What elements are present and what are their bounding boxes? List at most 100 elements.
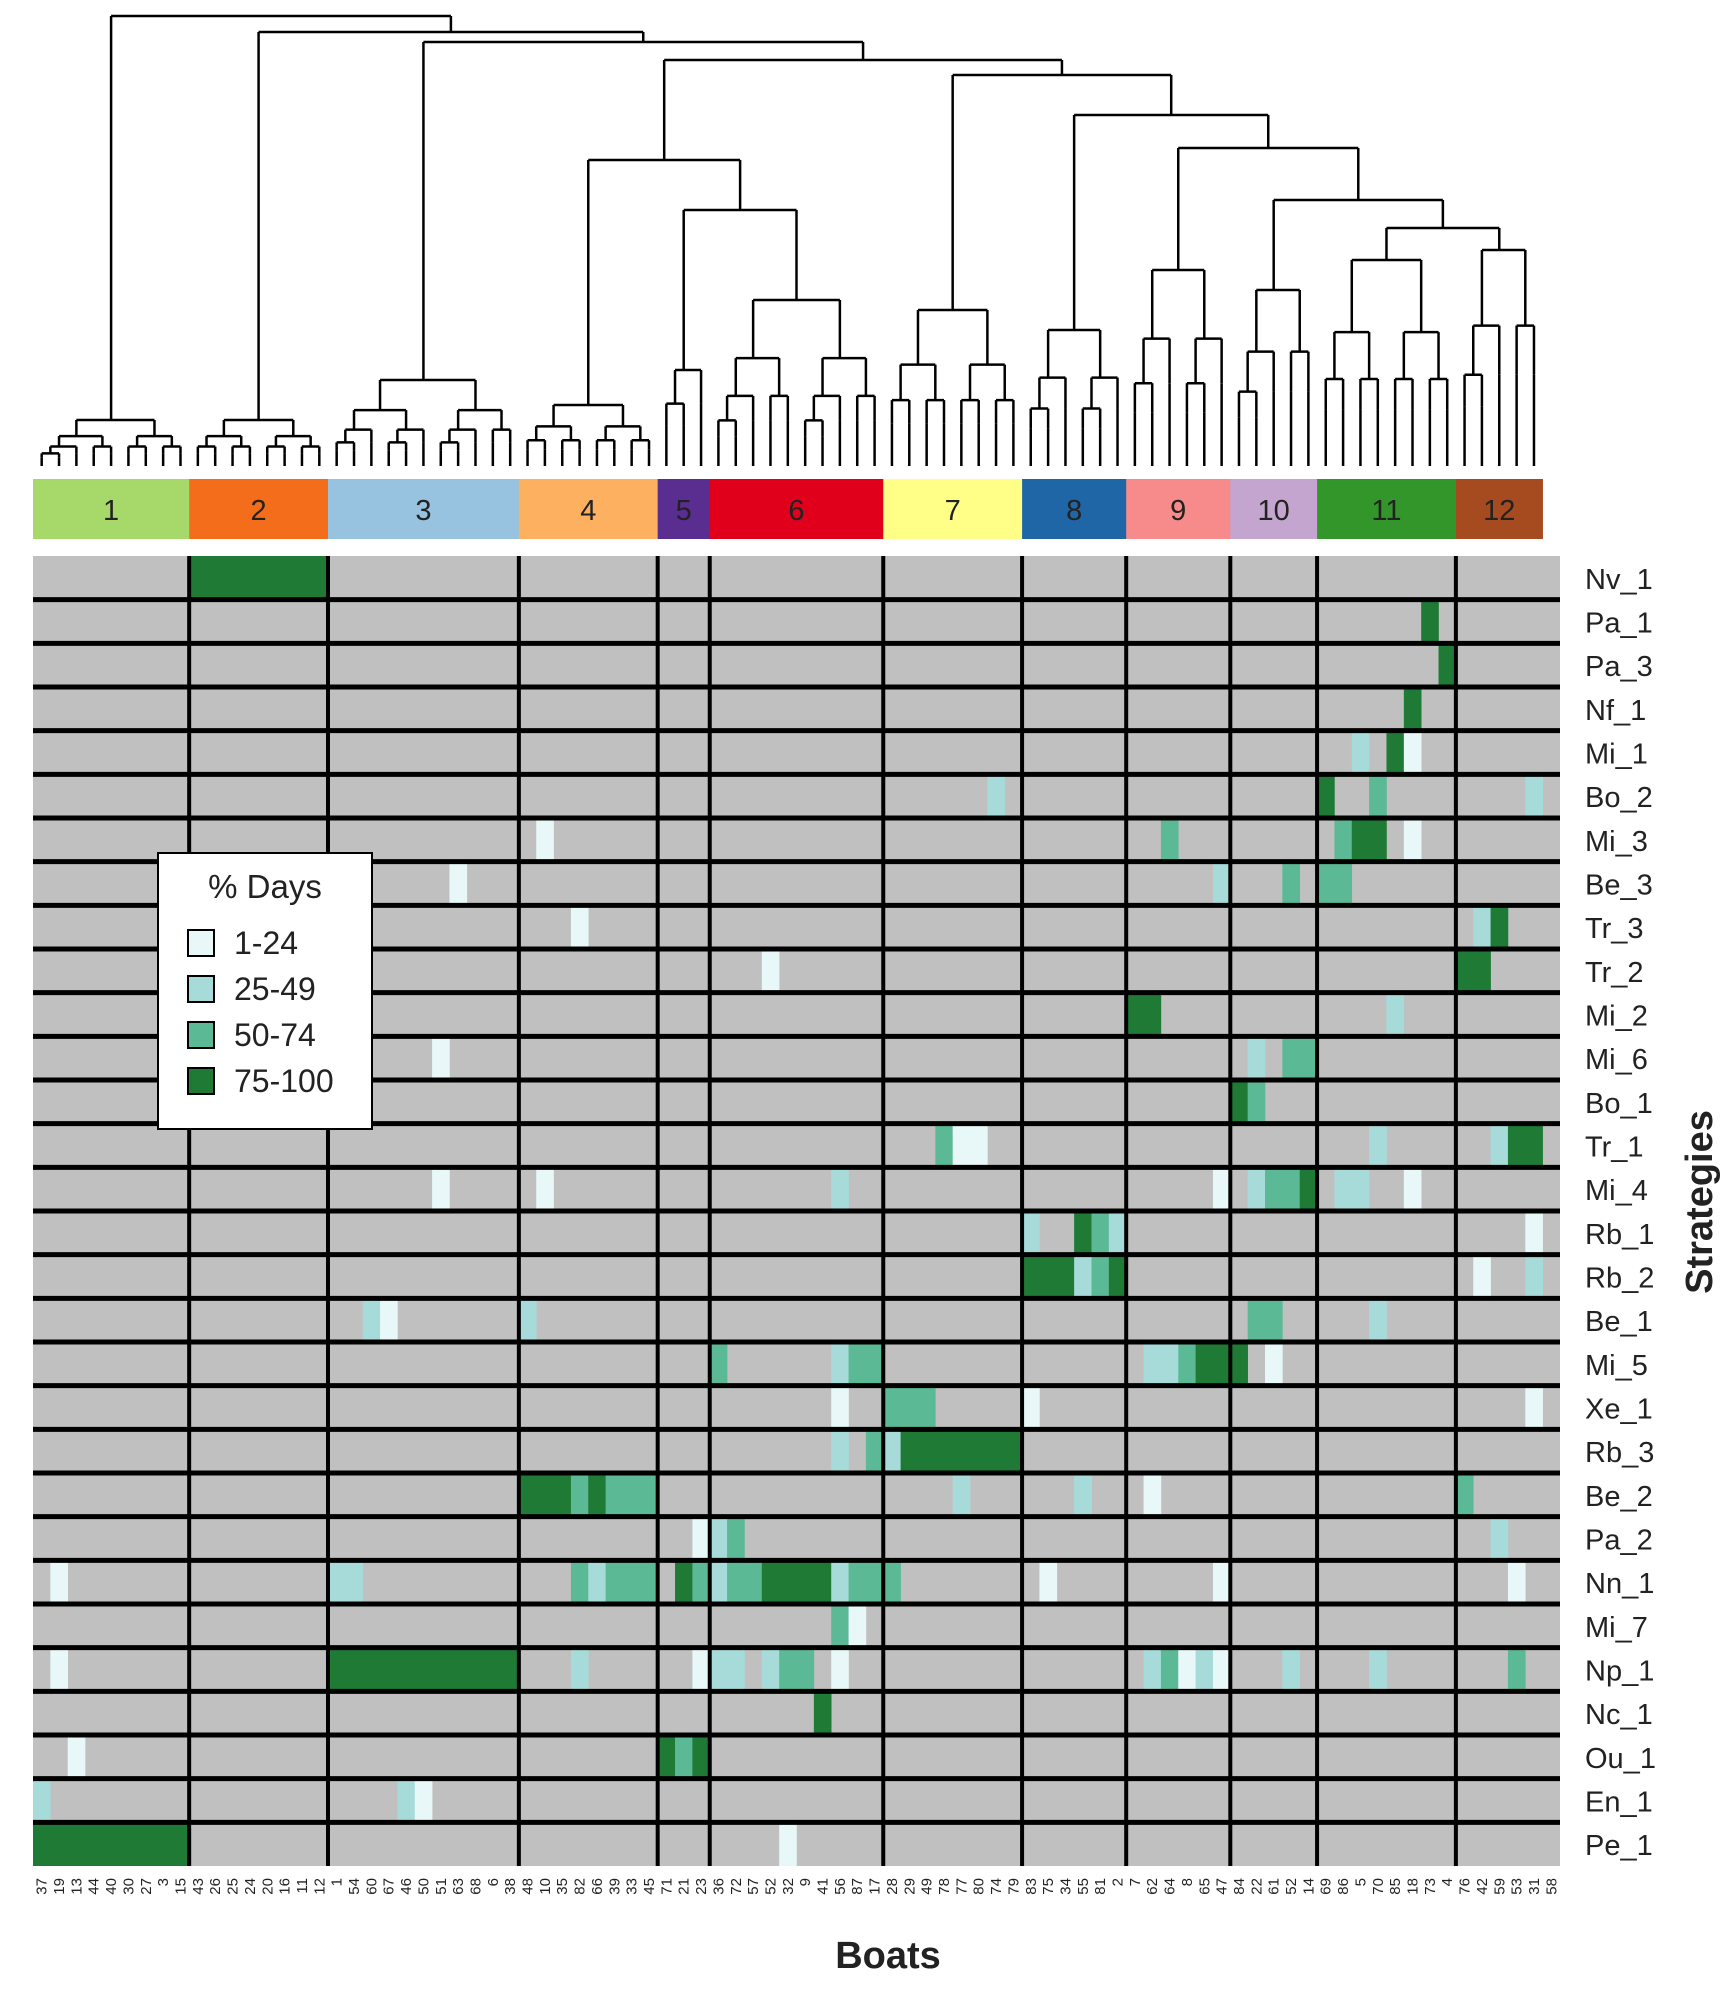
boat-label: 16 [277,1878,294,1895]
cluster-10-band [1230,479,1318,539]
cluster-label: 11 [1371,495,1401,527]
heatmap-cell [605,1473,658,1517]
strategy-label: Pa_1 [1585,608,1653,640]
strategy-label: Xe_1 [1585,1394,1653,1426]
heatmap-cell [588,1473,606,1517]
heatmap-cell [1386,730,1405,775]
heatmap-cell [1195,1342,1248,1386]
boat-label: 64 [1162,1878,1179,1895]
boat-label: 24 [242,1878,259,1895]
cluster-label: 9 [1170,495,1186,527]
boat-label: 83 [1023,1878,1040,1895]
strategy-label: Be_2 [1585,1481,1653,1513]
boat-label: 14 [1300,1878,1317,1895]
heatmap-cell [397,1778,416,1823]
boat-label: 40 [103,1878,120,1895]
strategy-label: Tr_2 [1585,957,1644,989]
boat-label: 56 [832,1878,849,1895]
strategy-label: Nc_1 [1585,1699,1653,1731]
heatmap-cell [779,1647,815,1692]
heatmap-cell [1074,1211,1092,1255]
strategy-label: Nn_1 [1585,1568,1654,1600]
cluster-label: 8 [1066,495,1082,527]
heatmap-cell [1438,643,1457,687]
boat-label: 54 [346,1878,363,1895]
cluster-label: 5 [676,495,692,527]
heatmap-cell [1108,1254,1127,1299]
strategy-label: Nf_1 [1585,695,1646,727]
cluster-bar: 1 2 3 4 5 6 7 8 9 10 11 12 [33,479,1543,539]
cluster-label: 2 [251,495,267,527]
boat-label: 81 [1092,1878,1109,1895]
boat-label: 63 [450,1878,467,1895]
heatmap-cell [883,1429,901,1473]
boat-label: 26 [207,1878,224,1895]
heatmap-cell [50,1647,68,1692]
heatmap-cell [761,1560,832,1604]
boat-label: 12 [311,1878,328,1895]
heatmap-cell [1351,818,1387,862]
strategy-label: Mi_3 [1585,826,1648,858]
strategy-label: Rb_2 [1585,1263,1654,1295]
boat-label: 9 [797,1878,814,1886]
y-axis-title: Strategies [1679,1110,1721,1294]
boat-label: 65 [1196,1878,1213,1895]
legend-swatch [187,929,215,957]
boat-label: 77 [953,1878,970,1895]
heatmap-cell [1282,861,1301,906]
cluster-label: 7 [945,495,961,527]
heatmap-cell [1299,1167,1318,1211]
legend-title: % Days [208,868,322,905]
strategy-label: Tr_1 [1585,1132,1644,1164]
cluster-label: 4 [580,495,596,527]
legend-label: 25-49 [234,971,316,1007]
heatmap-cell [432,1167,450,1211]
boat-label: 39 [606,1878,623,1895]
heatmap-cell [536,1167,554,1211]
heatmap-cell [865,1429,884,1473]
boat-label: 6 [485,1878,502,1886]
heatmap-cell [1473,1254,1491,1299]
heatmap-cell [1108,1211,1127,1255]
heatmap-cell [692,1735,711,1779]
heatmap-cell [1212,1167,1231,1211]
boat-label: 31 [1526,1878,1543,1895]
boat-label: 52 [1283,1878,1300,1895]
cluster-label: 6 [788,495,804,527]
boat-label: 27 [138,1878,155,1895]
heatmap-cell [761,1647,780,1692]
heatmap-cell [900,1429,1023,1473]
strategy-label: En_1 [1585,1787,1653,1819]
heatmap-cell [1195,1647,1214,1692]
cluster-3-band [327,479,520,539]
heatmap-cell [1091,1254,1110,1299]
legend-swatch [187,1067,215,1095]
boat-label: 58 [1543,1878,1560,1895]
cluster-label: 3 [415,495,431,527]
boat-label: 3 [155,1878,172,1886]
heatmap-cell [831,1385,849,1430]
heatmap-cell [1525,1385,1543,1430]
boat-label: 41 [815,1878,832,1895]
cluster-8-band [1022,479,1127,539]
boat-label: 38 [502,1878,519,1895]
heatmap-cell [692,1647,711,1692]
heatmap-cell [1143,1473,1162,1517]
heatmap-cell [1490,1516,1509,1561]
heatmap-cell [1265,1167,1301,1211]
heatmap-cell [675,1735,693,1779]
heatmap-cell [1490,1123,1509,1168]
boat-label: 7 [1127,1878,1144,1886]
heatmap-cell [449,861,468,906]
boat-label: 52 [762,1878,779,1895]
boat-label: 22 [1248,1878,1265,1895]
heatmap-cell [1525,1254,1543,1299]
boat-label: 62 [1144,1878,1161,1895]
heatmap-cell [1247,1298,1283,1342]
legend-label: 75-100 [234,1063,334,1099]
heatmap-cell [1160,818,1179,862]
strategy-label: Tr_3 [1585,913,1644,945]
boat-label: 23 [693,1878,710,1895]
heatmap-cell [50,1560,68,1604]
